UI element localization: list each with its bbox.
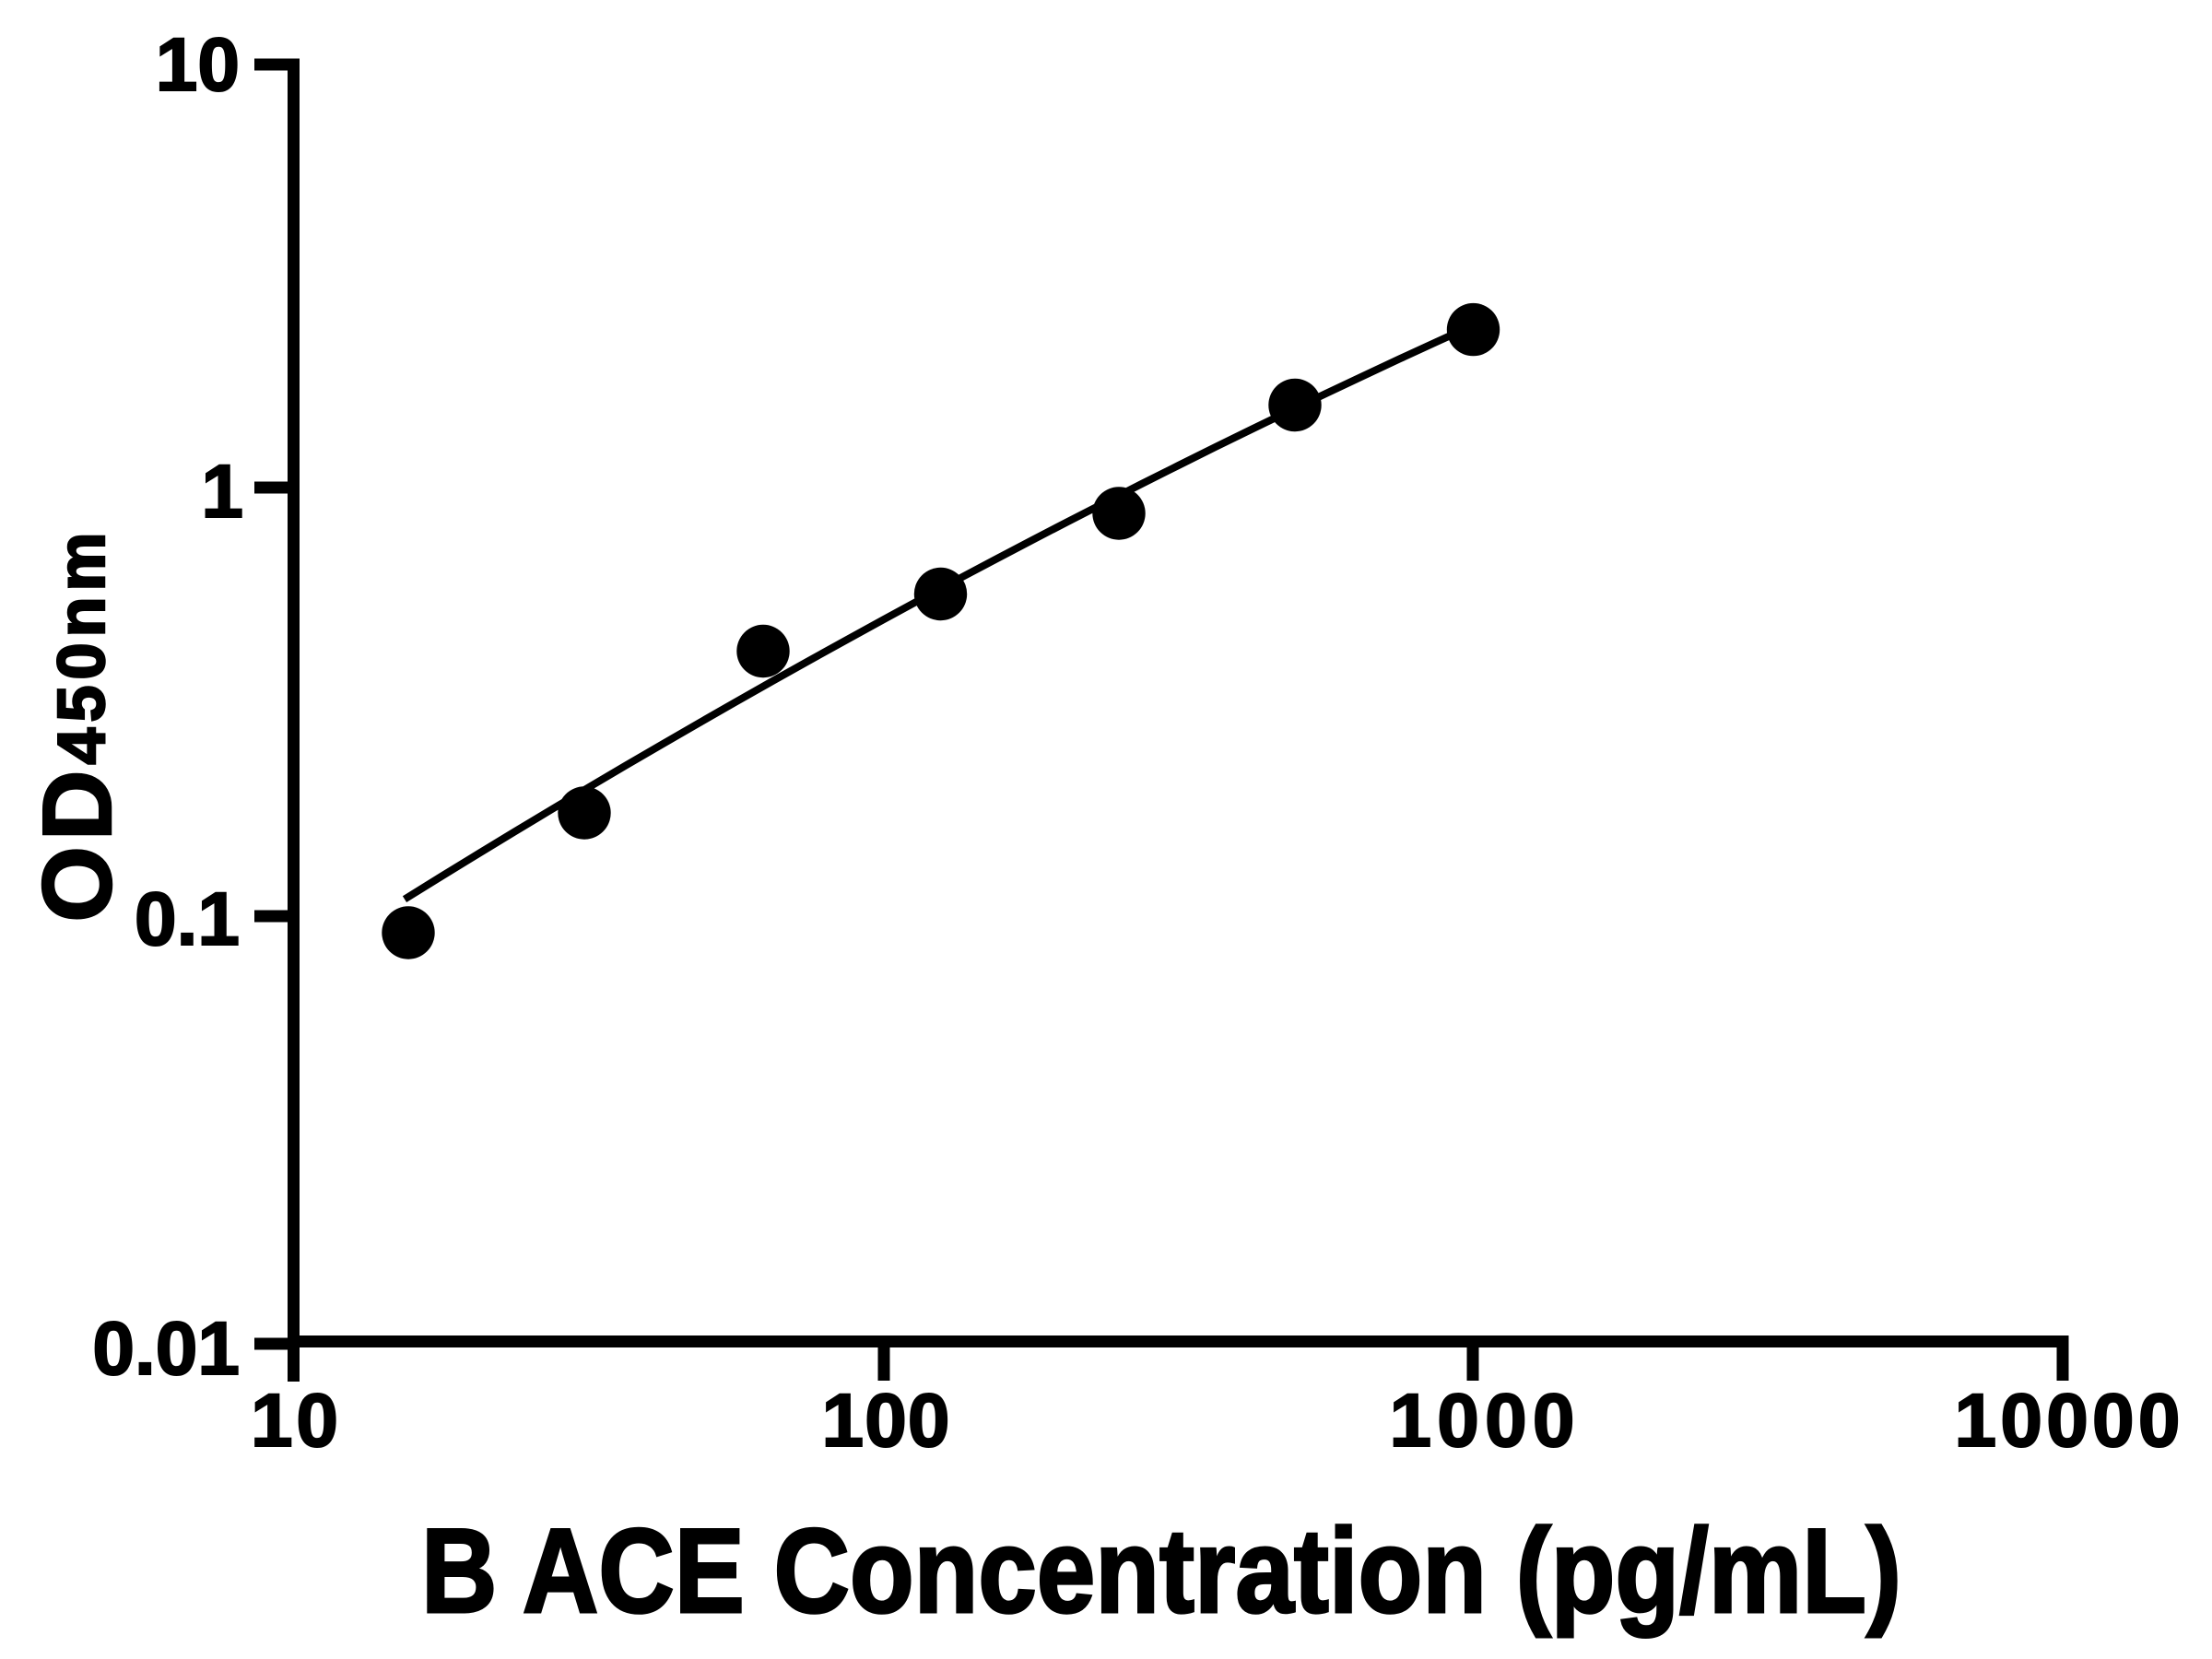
svg-text:10000: 10000: [1955, 1379, 2181, 1463]
svg-text:0.01: 0.01: [92, 1307, 240, 1391]
svg-text:B ACE Concentration (pg/mL): B ACE Concentration (pg/mL): [421, 1503, 1901, 1638]
svg-text:0.1: 0.1: [135, 877, 240, 961]
svg-text:10: 10: [156, 23, 240, 107]
svg-text:1: 1: [201, 450, 243, 534]
svg-text:100: 100: [822, 1379, 950, 1463]
